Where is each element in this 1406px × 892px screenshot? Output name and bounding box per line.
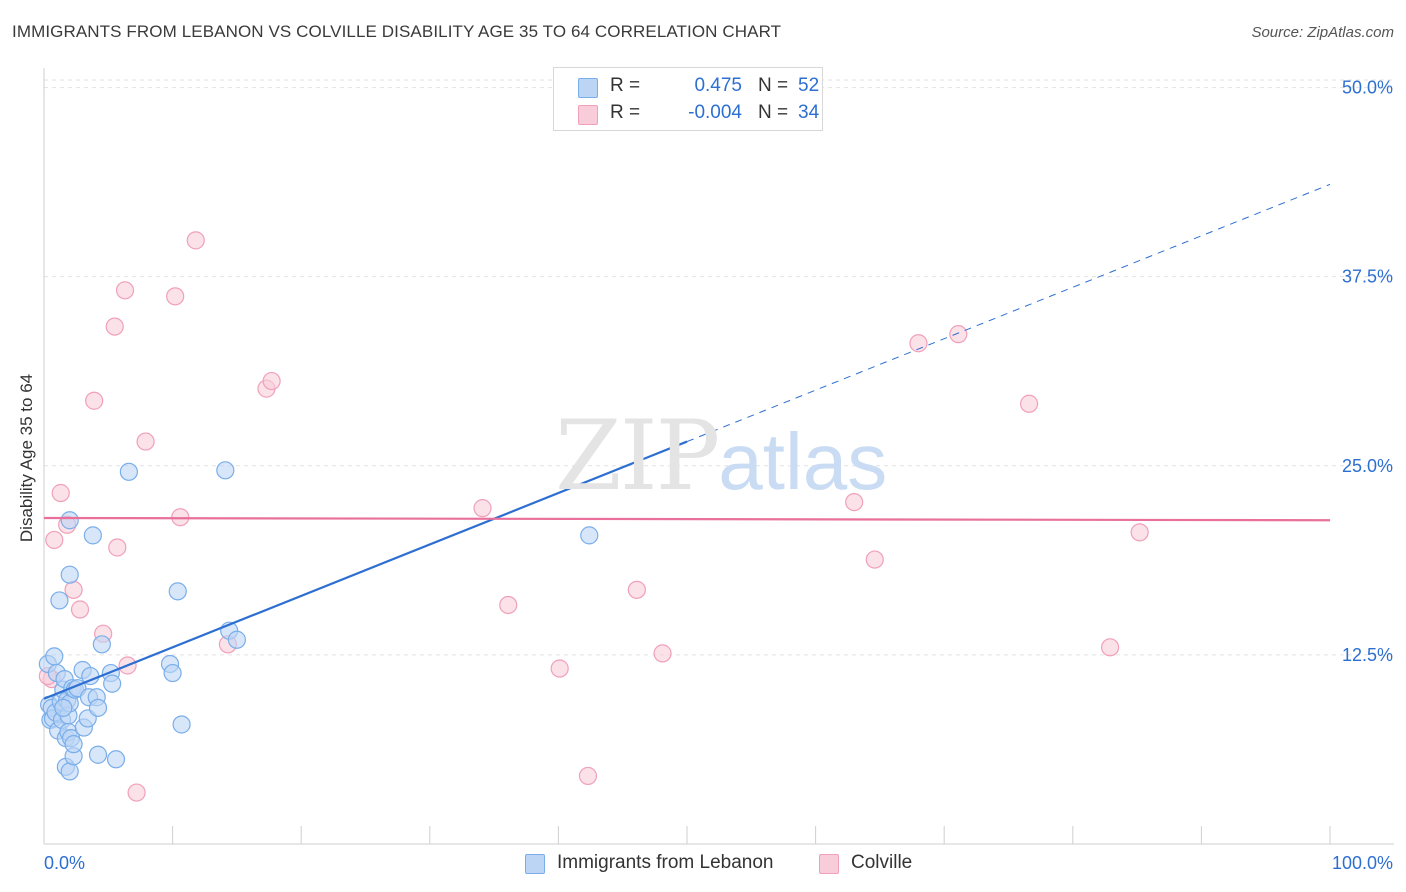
lebanon-point — [60, 762, 79, 781]
legend-swatch-colville — [578, 105, 598, 125]
series-colville-points — [38, 231, 1149, 802]
y-tick-label: 50.0% — [1342, 78, 1393, 98]
watermark-atlas: atlas — [718, 417, 888, 506]
watermark: ZIPatlas — [555, 400, 887, 512]
legend-swatch-colville — [819, 854, 839, 874]
colville-point — [627, 580, 646, 599]
y-tick-label: 25.0% — [1342, 456, 1393, 476]
lebanon-point — [92, 635, 111, 654]
watermark-zip: ZIP — [555, 400, 720, 512]
lebanon-point — [64, 735, 83, 754]
lebanon-point — [88, 745, 108, 764]
series-lebanon-points — [38, 461, 599, 781]
lebanon-point — [580, 526, 599, 545]
lebanon-trend-line-solid — [43, 440, 688, 700]
x-tick-label: 0.0% — [44, 853, 85, 873]
colville-point — [45, 530, 64, 550]
legend-r-value: -0.004 — [688, 102, 742, 123]
legend-r-value: 0.475 — [694, 75, 742, 96]
lebanon-point — [119, 462, 138, 481]
lebanon-point — [50, 591, 69, 610]
lebanon-point — [45, 647, 64, 666]
colville-point — [578, 766, 598, 786]
lebanon-trend-line-dashed — [686, 183, 1331, 443]
lebanon-point — [88, 698, 108, 717]
colville-point — [949, 325, 968, 344]
lebanon-point — [60, 565, 79, 584]
colville-point — [262, 371, 281, 391]
colville-trend-line-solid — [43, 516, 1331, 522]
colville-point — [51, 483, 70, 503]
lebanon-point — [168, 582, 187, 601]
lebanon-point — [83, 526, 102, 545]
legend-swatch-lebanon — [525, 854, 545, 874]
correlation-legend: R = 0.475 N = 52 R = -0.004 N = 34 — [553, 67, 823, 131]
legend-n-label: N = — [758, 102, 789, 123]
colville-point — [1019, 394, 1039, 413]
colville-point — [136, 432, 155, 451]
legend-label-colville: Colville — [851, 852, 913, 873]
colville-point — [845, 492, 864, 512]
colville-point — [64, 580, 83, 599]
colville-point — [1130, 523, 1149, 542]
lebanon-point — [106, 750, 126, 769]
colville-point — [70, 600, 90, 619]
colville-point — [550, 659, 569, 678]
x-tick-label: 100.0% — [1332, 853, 1393, 873]
lebanon-point — [54, 698, 73, 717]
legend-n-value: 34 — [798, 102, 820, 123]
source-label: Source: ZipAtlas.com — [1251, 24, 1394, 41]
colville-point — [1100, 638, 1120, 657]
lebanon-point — [216, 461, 235, 480]
y-tick-label: 12.5% — [1342, 645, 1393, 665]
colville-point — [473, 499, 492, 518]
y-tick-label: 37.5% — [1342, 267, 1393, 287]
colville-point — [105, 317, 124, 336]
colville-point — [499, 595, 518, 615]
colville-point — [653, 644, 672, 663]
chart-title: IMMIGRANTS FROM LEBANON VS COLVILLE DISA… — [12, 22, 782, 41]
lebanon-point — [227, 630, 246, 649]
colville-point — [166, 287, 185, 306]
legend-swatch-lebanon — [578, 78, 598, 98]
lebanon-point — [172, 715, 191, 734]
lebanon-point — [60, 511, 79, 530]
lebanon-point — [163, 663, 182, 683]
colville-point — [85, 391, 104, 410]
colville-point — [186, 231, 205, 250]
legend-label-lebanon: Immigrants from Lebanon — [557, 852, 774, 873]
legend-r-label: R = — [610, 102, 641, 123]
lebanon-point — [103, 674, 122, 693]
colville-point — [127, 783, 146, 802]
colville-point — [108, 538, 127, 557]
y-axis-label: Disability Age 35 to 64 — [17, 373, 36, 543]
colville-point — [865, 550, 884, 569]
legend-n-label: N = — [758, 75, 789, 96]
colville-point — [115, 281, 135, 300]
legend-n-value: 52 — [798, 75, 820, 96]
legend-r-label: R = — [610, 75, 641, 96]
